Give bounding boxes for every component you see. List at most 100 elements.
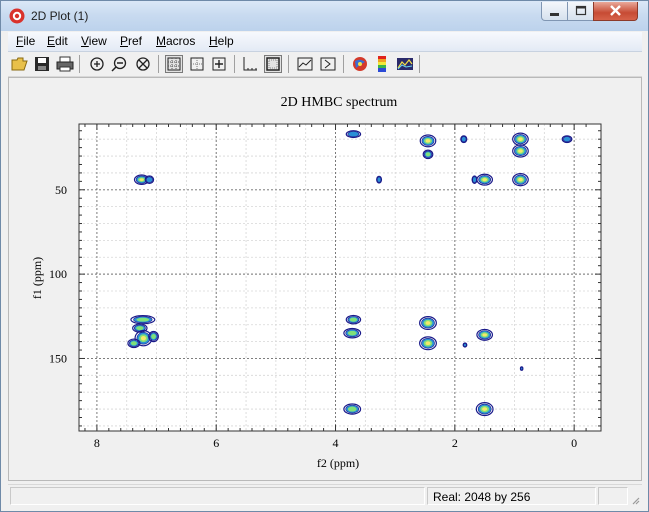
color-map-icon[interactable] <box>351 55 369 73</box>
data-size-status: Real: 2048 by 256 <box>433 490 531 504</box>
menu-bar: File Edit View Pref Macros Help <box>8 32 642 52</box>
contour-level <box>345 314 362 325</box>
slice-icon[interactable] <box>296 55 314 73</box>
contour-levels-icon[interactable] <box>396 55 414 73</box>
contour-level <box>419 134 437 148</box>
plot-frame <box>78 123 602 432</box>
grid-dotted-icon[interactable] <box>165 55 183 73</box>
y-tick-label: 100 <box>49 267 67 281</box>
print-icon[interactable] <box>56 55 74 73</box>
menu-macros[interactable]: Macros <box>156 34 196 48</box>
contour-level <box>140 335 147 342</box>
contour-level <box>424 340 432 346</box>
status-bar: Real: 2048 by 256 <box>8 484 642 507</box>
menu-file[interactable]: File <box>16 34 36 48</box>
contour-level <box>345 130 362 139</box>
contour-level <box>476 173 494 186</box>
axes-icon[interactable] <box>241 55 259 73</box>
x-tick-label: 0 <box>571 436 577 450</box>
maximize-icon <box>575 5 587 16</box>
x-tick-label: 4 <box>333 436 339 450</box>
menu-help[interactable]: Help <box>209 34 234 48</box>
resize-grip-icon[interactable] <box>630 495 640 505</box>
contour-peak <box>471 175 478 184</box>
contour-level <box>462 342 468 348</box>
minimize-button[interactable] <box>541 2 568 21</box>
status-cell-size: Real: 2048 by 256 <box>427 487 596 505</box>
chart-title: 2D HMBC spectrum <box>281 95 398 110</box>
contour-level <box>135 325 145 331</box>
close-button[interactable] <box>593 2 638 21</box>
menu-pref[interactable]: Pref <box>120 34 143 48</box>
contour-level <box>517 177 524 183</box>
contour-level <box>461 136 467 143</box>
contour-level <box>562 136 572 143</box>
contour-peak <box>460 135 468 144</box>
toolbar <box>8 52 642 77</box>
contour-level <box>512 172 529 187</box>
contour-level <box>481 406 488 412</box>
contour-peak <box>475 402 494 417</box>
contour-peak <box>476 173 494 186</box>
contour-level <box>517 148 524 154</box>
contour-peak <box>133 174 150 185</box>
grid-box-icon[interactable] <box>188 55 206 73</box>
plot-panel[interactable]: 2D HMBC spectrum 8 6 4 2 0 50 100 150 f2 (ppm) … <box>8 77 642 481</box>
contour-level <box>343 327 362 339</box>
contour-level <box>425 151 431 158</box>
zoom-out-icon[interactable] <box>110 55 128 73</box>
contour-level <box>347 330 358 337</box>
save-icon[interactable] <box>33 55 51 73</box>
y-axis-label: f1 (ppm) <box>30 257 44 299</box>
x-tick-label: 6 <box>213 436 219 450</box>
contour-level <box>424 320 432 326</box>
contour-peak <box>419 316 437 331</box>
maximize-button[interactable] <box>567 2 594 21</box>
contour-level <box>460 135 468 144</box>
contour-peak <box>462 342 468 348</box>
contour-level <box>150 333 157 340</box>
contour-level <box>144 175 155 184</box>
contour-peak <box>132 323 148 333</box>
x-tick-label: 2 <box>452 436 458 450</box>
contour-peak <box>130 315 156 325</box>
menu-edit[interactable]: Edit <box>47 34 68 48</box>
contour-level <box>347 131 360 138</box>
contour-peak <box>345 130 362 139</box>
contour-level <box>135 317 150 323</box>
open-folder-icon[interactable] <box>11 55 29 73</box>
contour-peak <box>376 175 383 184</box>
contour-peak <box>512 144 529 158</box>
contour-level <box>349 317 358 323</box>
contour-level <box>425 138 431 144</box>
status-cell-spare <box>598 487 628 505</box>
contour-peak <box>345 314 362 325</box>
contour-level <box>475 402 494 417</box>
contour-level <box>376 176 382 183</box>
zoom-in-icon[interactable] <box>88 55 106 73</box>
contour-level <box>476 328 494 341</box>
contour-level <box>463 343 467 347</box>
crosshair-icon[interactable] <box>210 55 228 73</box>
contour-level <box>419 336 437 351</box>
frame-icon[interactable] <box>264 55 282 73</box>
contour-level <box>561 135 573 144</box>
contour-peak <box>519 366 524 371</box>
contour-peak <box>561 135 573 144</box>
contour-level <box>419 316 437 331</box>
window-title: 2D Plot (1) <box>31 9 89 23</box>
zoom-reset-icon[interactable] <box>134 55 152 73</box>
menu-view[interactable]: View <box>81 34 107 48</box>
x-tick-label: 8 <box>94 436 100 450</box>
contour-peak <box>512 132 529 146</box>
app-logo-icon <box>9 8 25 24</box>
projection-icon[interactable] <box>319 55 337 73</box>
contour-level <box>127 338 141 349</box>
contour-level <box>130 340 138 346</box>
contour-peak <box>476 328 494 341</box>
title-bar[interactable]: 2D Plot (1) <box>1 1 648 31</box>
contour-level <box>520 366 523 371</box>
spectrum-colors-icon[interactable] <box>373 55 391 73</box>
